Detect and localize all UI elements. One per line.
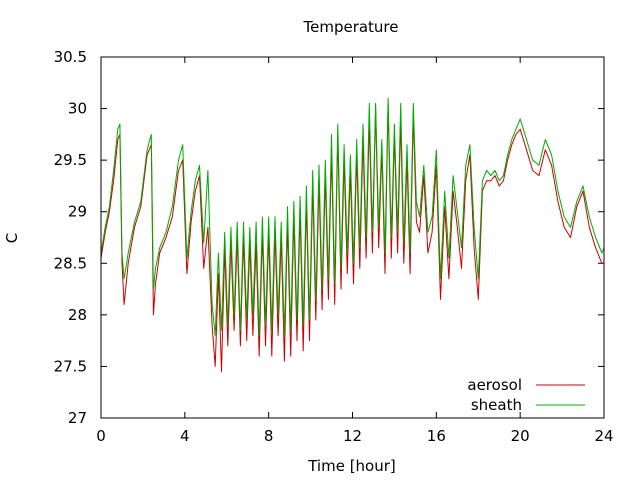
y-tick-label: 27.5 xyxy=(54,357,87,375)
x-tick-label: 24 xyxy=(594,427,613,445)
y-tick-label: 29 xyxy=(68,203,87,221)
y-tick-label: 29.5 xyxy=(54,151,87,169)
series-line-sheath xyxy=(100,97,605,336)
y-tick-label: 27 xyxy=(68,409,87,427)
x-tick-label: 4 xyxy=(180,427,190,445)
y-axis-label: C xyxy=(3,233,21,243)
legend-label-sheath: sheath xyxy=(471,396,522,414)
y-tick-label: 30 xyxy=(68,100,87,118)
y-tick-label: 30.5 xyxy=(54,48,87,66)
chart-title: Temperature xyxy=(302,18,398,36)
series-lines xyxy=(100,97,605,373)
x-tick-label: 16 xyxy=(427,427,446,445)
plot-frame xyxy=(100,56,605,419)
x-axis-label: Time [hour] xyxy=(307,457,396,475)
series-line-aerosol xyxy=(100,102,604,373)
y-tick-label: 28 xyxy=(68,306,87,324)
x-tick-label: 8 xyxy=(264,427,274,445)
x-tick-label: 20 xyxy=(511,427,530,445)
x-tick-label: 12 xyxy=(343,427,362,445)
legend: aerosol sheath xyxy=(467,376,585,414)
y-tick-label: 28.5 xyxy=(54,254,87,272)
legend-label-aerosol: aerosol xyxy=(467,376,522,394)
x-tick-label: 0 xyxy=(96,427,106,445)
